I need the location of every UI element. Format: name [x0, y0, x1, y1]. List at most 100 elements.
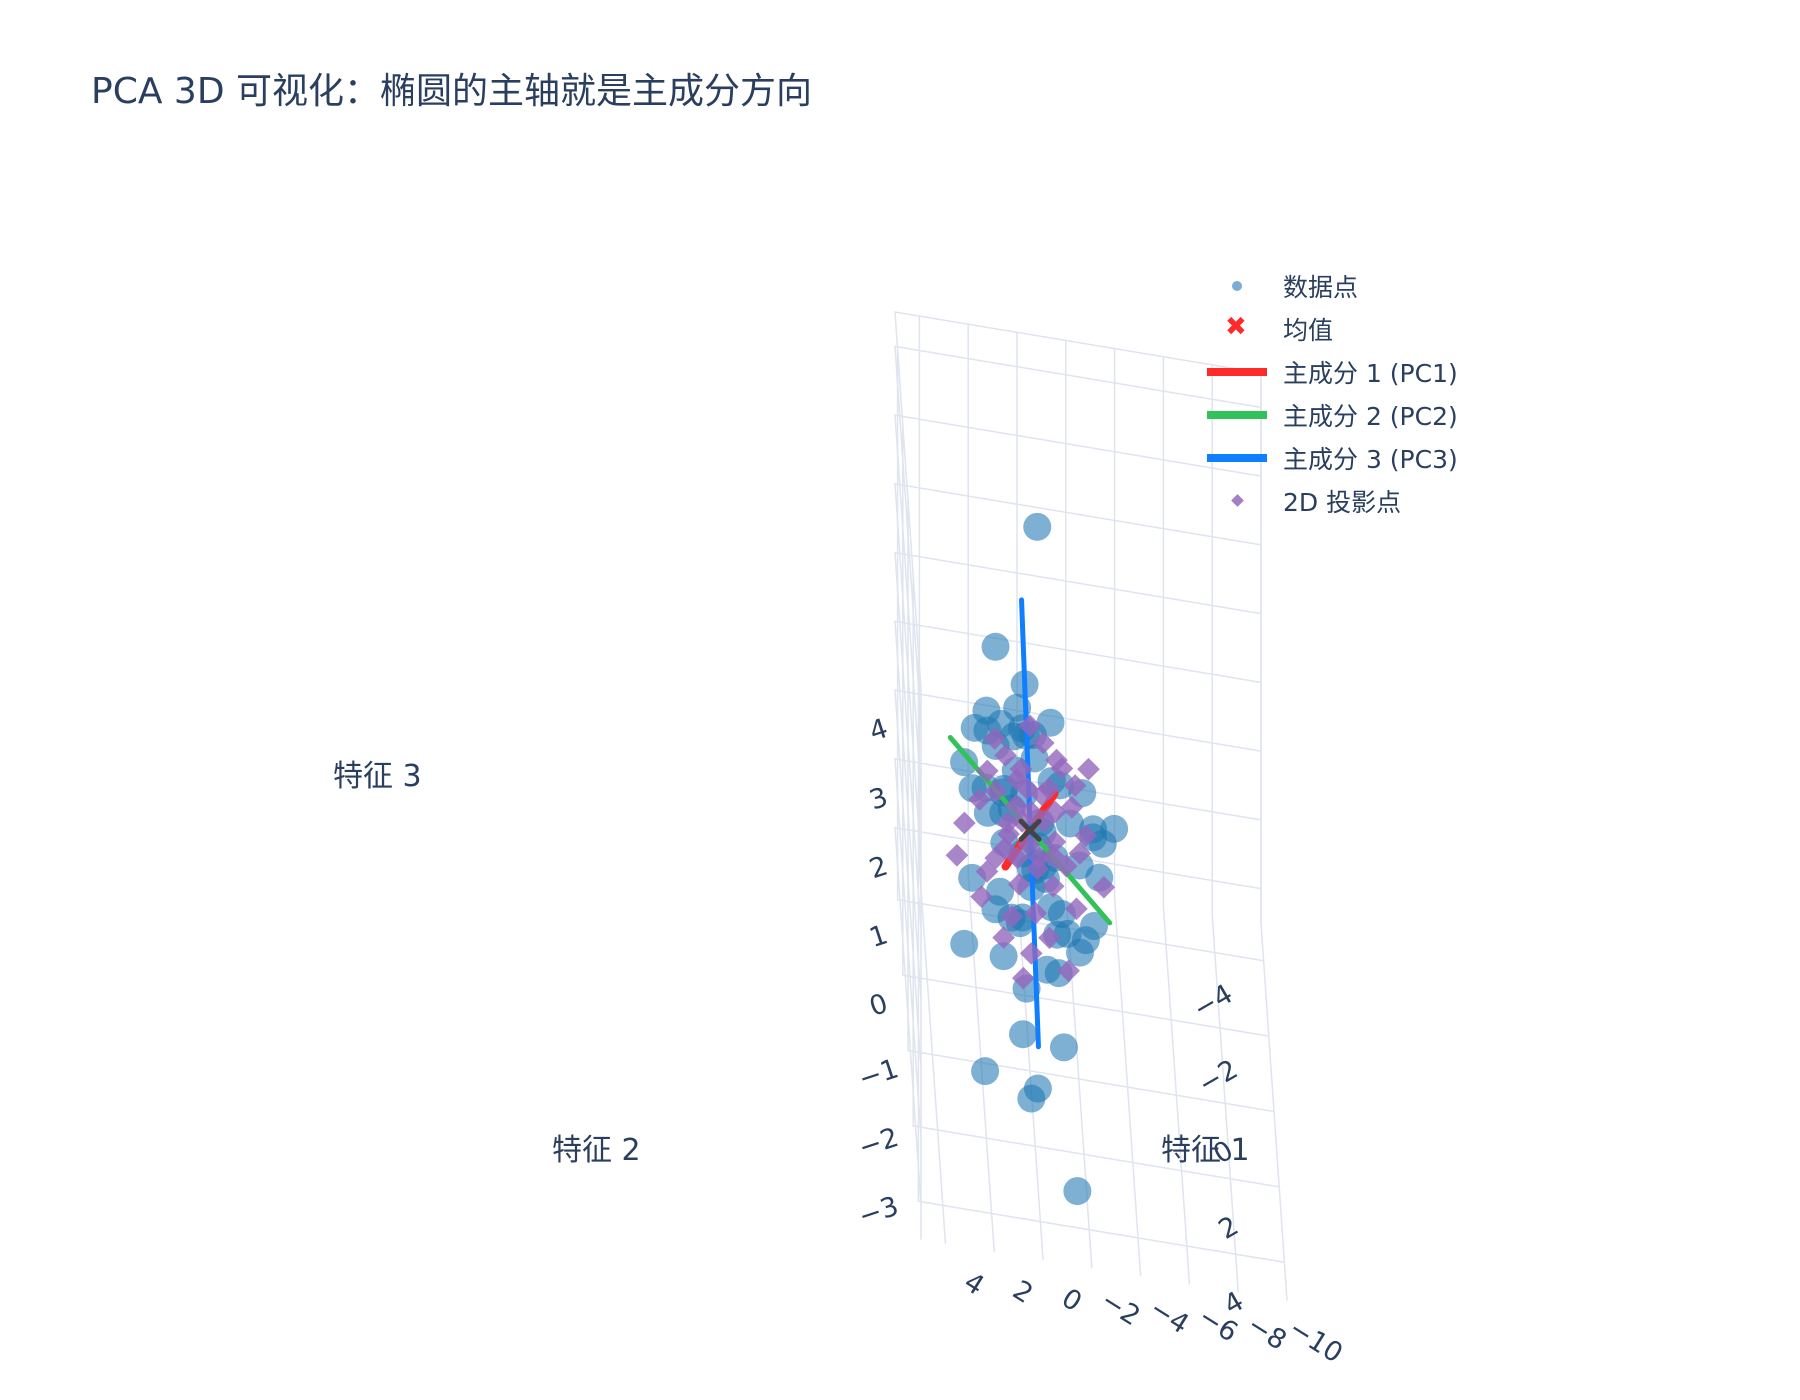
projection-point [1009, 757, 1033, 781]
data-point [1063, 1177, 1092, 1206]
legend-item-mean[interactable]: 均值 [1205, 307, 1458, 350]
grid-line [894, 414, 922, 793]
grid-layer [894, 311, 1288, 1301]
projection-point [984, 779, 1008, 803]
z-tick-label: 1 [866, 919, 892, 954]
grid-line [894, 620, 922, 1000]
z-tick-label: −3 [855, 1191, 902, 1233]
data-point [981, 632, 1010, 661]
projection-point [1065, 897, 1088, 921]
projection-point [1060, 796, 1084, 819]
data-point [1055, 809, 1084, 838]
projection-point [1063, 774, 1087, 797]
x-tick-label: 4 [958, 1267, 989, 1302]
legend-diamond-icon [1205, 486, 1269, 516]
grid-edge [894, 311, 1262, 374]
grid-line [894, 551, 922, 931]
mean-layer [1018, 818, 1042, 842]
z-tick-label: 2 [866, 851, 892, 886]
legend-line-icon [1205, 400, 1269, 430]
legend-line-icon [1205, 443, 1269, 473]
projection-point [1019, 942, 1043, 965]
legend-label: 数据点 [1283, 272, 1359, 302]
grid-line [912, 1125, 1280, 1188]
legend-item-projection[interactable]: 2D 投影点 [1205, 479, 1458, 522]
grid-line [894, 689, 922, 1068]
grid-line [907, 1049, 1275, 1113]
data-point [950, 929, 979, 958]
data-point [1080, 912, 1109, 941]
projection-point [1007, 873, 1031, 896]
z-tick-label: −2 [855, 1122, 902, 1164]
projection-point [1027, 846, 1051, 870]
grid-line [902, 974, 1270, 1037]
data-point [1036, 708, 1065, 737]
projection-point [994, 744, 1017, 767]
grid-line [894, 345, 922, 725]
z-tick-label: −1 [855, 1053, 902, 1095]
projection-point [1012, 966, 1035, 990]
projection-point [975, 860, 999, 883]
x-tick-label: −8 [1242, 1309, 1292, 1356]
projection-point [1015, 777, 1039, 801]
projection-point [983, 727, 1007, 750]
data-point [986, 877, 1014, 906]
grid-line [894, 620, 1262, 684]
data-point [1023, 512, 1052, 541]
grid-edge [894, 311, 922, 690]
data-point [1009, 1020, 1037, 1049]
mean-marker [1018, 818, 1042, 842]
projection-point [1043, 800, 1067, 824]
z-tick-label: 3 [866, 782, 892, 817]
projection-point [1077, 757, 1100, 781]
data-point [989, 942, 1018, 971]
data-point [972, 696, 1001, 725]
x-tick-label: −2 [1095, 1285, 1145, 1332]
y-tick-label: 2 [1214, 1210, 1244, 1245]
projection-point [970, 885, 993, 908]
legend-line-icon [1205, 357, 1269, 387]
grid-line [894, 483, 1262, 546]
projection-point [1024, 901, 1048, 925]
projection-point [1074, 824, 1098, 848]
legend-dot-icon [1205, 271, 1269, 301]
grid-line [894, 689, 1262, 752]
projection-point [1043, 830, 1067, 854]
y-tick-label: −4 [1188, 978, 1238, 1025]
legend: 数据点 均值 主成分 1 (PC1) 主成分 2 (PC2) 主成分 3 (PC… [1205, 264, 1458, 522]
projection-point [1031, 731, 1055, 755]
projection-point [992, 926, 1015, 949]
projection-point [1068, 842, 1092, 865]
grid-line [894, 826, 922, 1206]
data-point [1023, 1074, 1052, 1103]
legend-item-pc1[interactable]: 主成分 1 (PC1) [1205, 350, 1458, 393]
grid-line [894, 345, 1262, 409]
x-tick-label: 0 [1056, 1283, 1087, 1318]
axis-title-x: 特征 1 [1161, 1133, 1250, 1168]
legend-label: 主成分 2 (PC2) [1283, 401, 1458, 431]
z-tick-label: 4 [866, 713, 892, 748]
projection-point [997, 822, 1020, 846]
projection-point [1000, 905, 1024, 928]
legend-item-pc2[interactable]: 主成分 2 (PC2) [1205, 393, 1458, 436]
mean-marker-stroke [1018, 818, 1042, 842]
legend-item-pc3[interactable]: 主成分 3 (PC3) [1205, 436, 1458, 479]
projection-point [968, 788, 991, 811]
grid-line [917, 1200, 1286, 1264]
legend-item-data-points[interactable]: 数据点 [1205, 264, 1458, 307]
legend-label: 2D 投影点 [1283, 487, 1402, 517]
data-point [971, 1057, 1000, 1086]
legend-label: 均值 [1283, 315, 1334, 345]
projection-point [1038, 926, 1061, 950]
legend-label: 主成分 3 (PC3) [1283, 444, 1458, 474]
z-tick-label: 0 [866, 988, 892, 1023]
projection-point [1092, 875, 1116, 899]
projection-point [1042, 845, 1065, 868]
axis-title-z: 特征 3 [333, 759, 422, 794]
projection-layer [945, 714, 1116, 990]
grid-line [894, 414, 1262, 477]
y-tick-label: −2 [1193, 1054, 1243, 1101]
data-point [950, 748, 979, 777]
